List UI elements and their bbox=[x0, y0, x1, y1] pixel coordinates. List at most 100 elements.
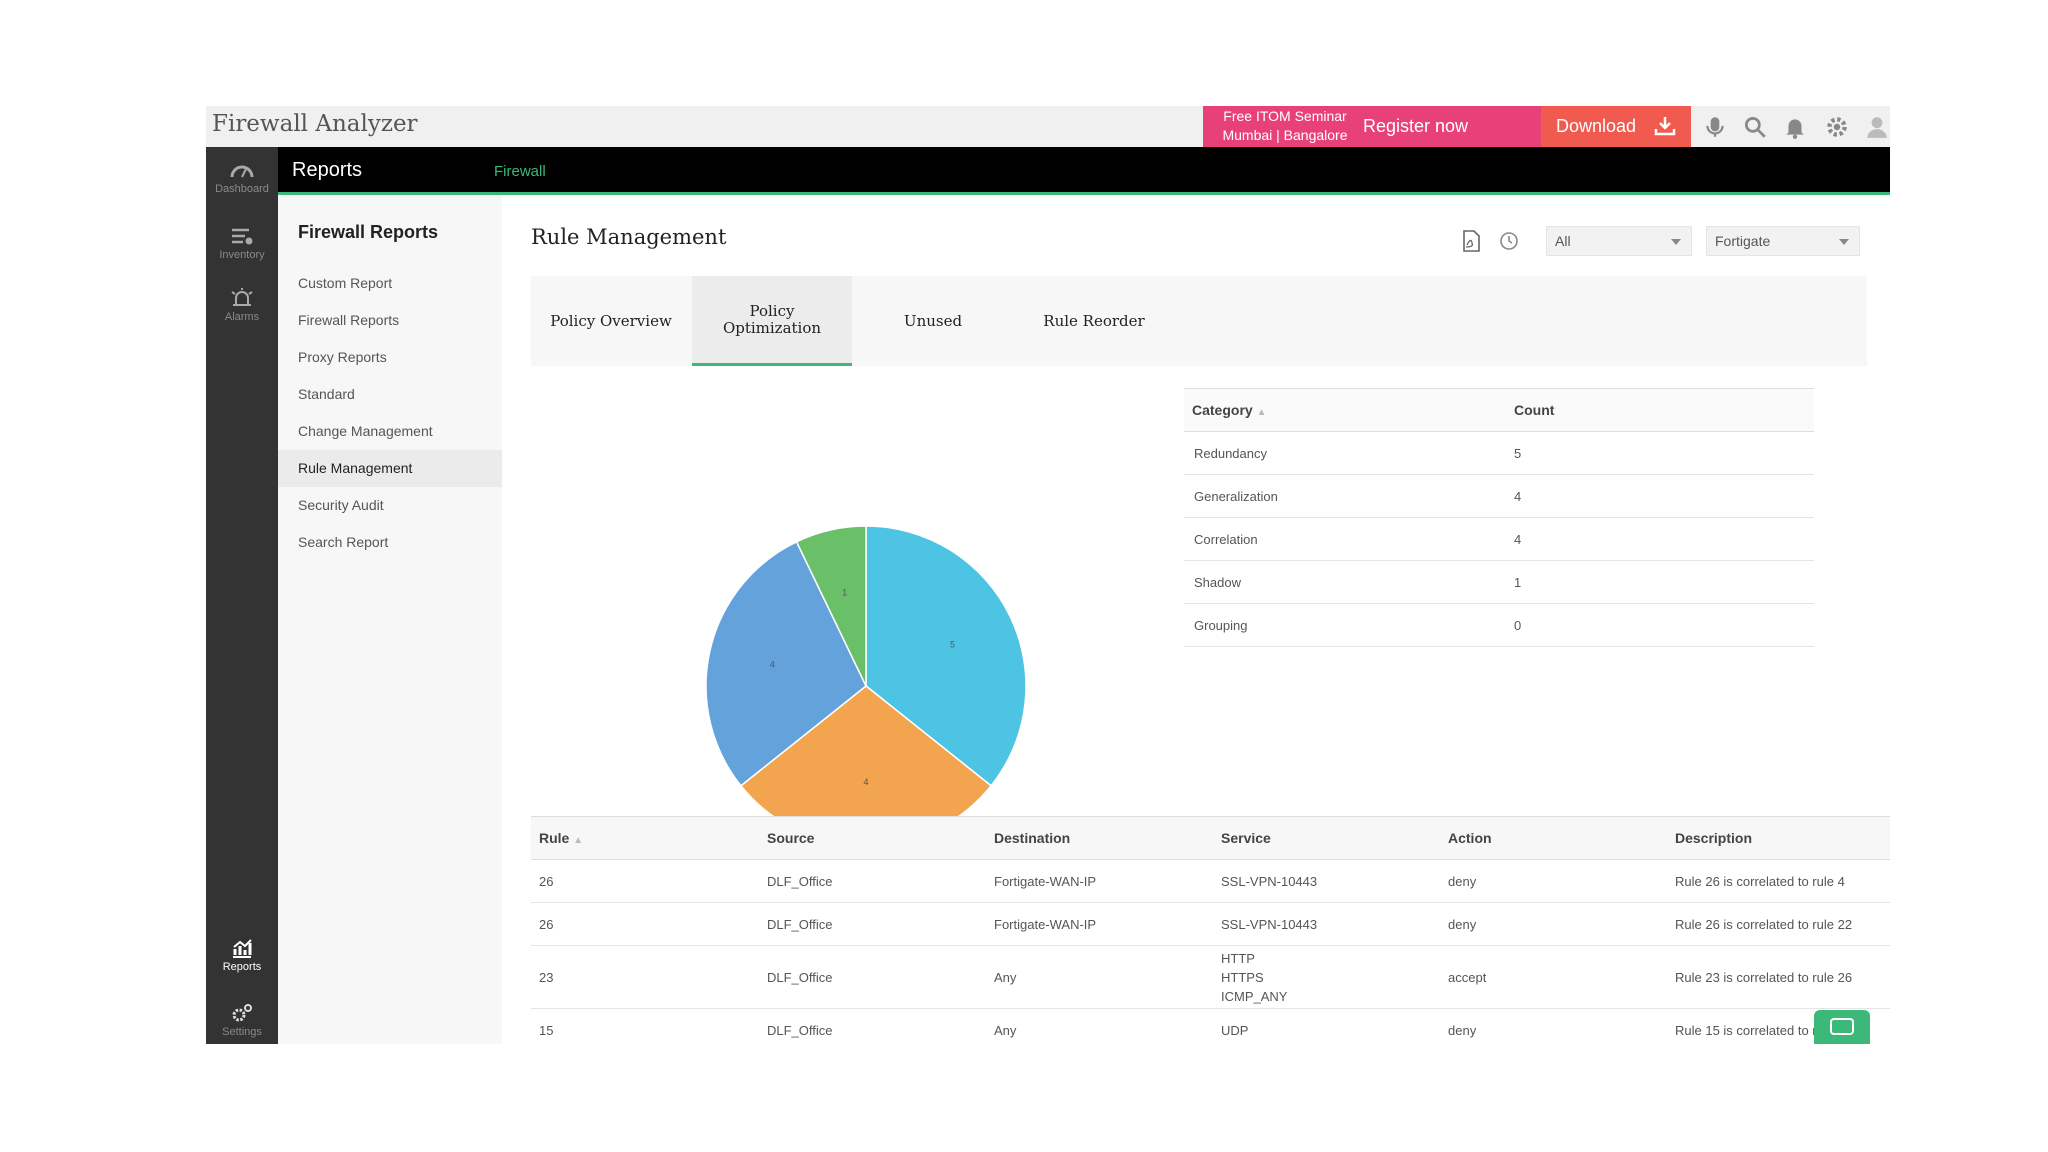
table-row[interactable]: Redundancy 5 bbox=[1184, 431, 1814, 475]
pie-slice-value-label: 4 bbox=[863, 777, 868, 787]
rail-label: Settings bbox=[222, 1026, 262, 1038]
schedule-clock-icon[interactable] bbox=[1498, 230, 1520, 252]
rail-item-inventory[interactable]: Inventory bbox=[206, 225, 278, 261]
table-row[interactable]: 23 DLF_Office Any HTTP HTTPS ICMP_ANY accept Ru… bbox=[531, 945, 1890, 1009]
table-row[interactable]: Generalization 4 bbox=[1184, 474, 1814, 518]
service-value: HTTPS bbox=[1221, 969, 1264, 985]
count-cell: 0 bbox=[1513, 603, 1814, 647]
rail-item-reports[interactable]: Reports bbox=[206, 937, 278, 973]
column-header-description[interactable]: Description bbox=[1667, 816, 1890, 860]
top-bar: Firewall Analyzer Free ITOM Seminar Mumb… bbox=[206, 106, 1890, 147]
promo-text: Free ITOM Seminar Mumbai | Bangalore bbox=[1215, 107, 1355, 145]
destination-cell: Any bbox=[986, 1008, 1213, 1044]
tab-policy-optimization[interactable]: Policy Optimization bbox=[692, 276, 852, 366]
source-cell: DLF_Office bbox=[759, 859, 986, 903]
rule-cell: 15 bbox=[531, 1008, 759, 1044]
search-icon[interactable] bbox=[1742, 114, 1768, 140]
tab-unused[interactable]: Unused bbox=[903, 311, 963, 330]
policy-optimization-pie-chart: 5 4 4 1 bbox=[705, 525, 1027, 847]
service-value: SSL-VPN-10443 bbox=[1221, 916, 1318, 932]
rail-item-dashboard[interactable]: Dashboard bbox=[206, 159, 278, 195]
rule-cell: 23 bbox=[531, 945, 759, 1009]
pie-slice-redundancy[interactable] bbox=[865, 525, 1027, 787]
column-header-source[interactable]: Source bbox=[759, 816, 986, 860]
sidebar-item-change-management[interactable]: Change Management bbox=[298, 423, 433, 439]
count-cell: 4 bbox=[1513, 474, 1814, 518]
count-cell: 5 bbox=[1513, 431, 1814, 475]
tab-rule-reorder[interactable]: Rule Reorder bbox=[1043, 311, 1145, 330]
filter-all-value: All bbox=[1555, 233, 1571, 249]
chat-button[interactable] bbox=[1814, 1010, 1870, 1044]
count-cell: 1 bbox=[1513, 560, 1814, 604]
filter-all-select[interactable]: All bbox=[1546, 226, 1692, 256]
register-now-link[interactable]: Register now bbox=[1363, 116, 1469, 136]
microphone-icon[interactable] bbox=[1702, 114, 1728, 140]
category-table: Category ▲ Count Redundancy 5 Generalizati… bbox=[1184, 388, 1814, 647]
category-cell: Redundancy bbox=[1184, 431, 1513, 475]
sidebar-item-search-report[interactable]: Search Report bbox=[298, 534, 389, 550]
table-header-row: Category ▲ Count bbox=[1184, 388, 1814, 432]
sidebar-item-proxy-reports[interactable]: Proxy Reports bbox=[298, 349, 387, 365]
service-cell: SSL-VPN-10443 bbox=[1213, 902, 1440, 946]
description-cell: Rule 26 is correlated to rule 4 bbox=[1667, 859, 1890, 903]
report-sidebar: Firewall Reports Custom Report Firewall … bbox=[278, 195, 502, 1044]
sidebar-item-firewall-reports[interactable]: Firewall Reports bbox=[298, 312, 400, 328]
table-row[interactable]: Correlation 4 bbox=[1184, 517, 1814, 561]
destination-cell: Fortigate-WAN-IP bbox=[986, 859, 1213, 903]
gear-icon[interactable] bbox=[1824, 114, 1850, 140]
description-cell: Rule 23 is correlated to rule 26 bbox=[1667, 945, 1890, 1009]
pie-slice-shadow[interactable] bbox=[795, 525, 867, 687]
pie-slice-correlation[interactable] bbox=[705, 540, 867, 787]
pdf-export-icon[interactable] bbox=[1460, 230, 1482, 252]
pie-slice-value-label: 1 bbox=[842, 587, 847, 597]
column-header-count[interactable]: Count bbox=[1513, 388, 1814, 432]
service-cell: HTTP HTTPS ICMP_ANY bbox=[1213, 945, 1440, 1009]
table-row[interactable]: 26 DLF_Office Fortigate-WAN-IP SSL-VPN-1044… bbox=[531, 859, 1890, 903]
column-header-rule[interactable]: Rule ▲ bbox=[531, 816, 759, 860]
alarm-icon bbox=[231, 288, 253, 306]
pie-slice-value-label: 4 bbox=[770, 660, 775, 670]
sort-icon: ▲ bbox=[1256, 407, 1267, 418]
rail-item-settings[interactable]: Settings bbox=[206, 1002, 278, 1038]
download-icon bbox=[1654, 117, 1676, 136]
column-header-category[interactable]: Category ▲ bbox=[1184, 388, 1513, 432]
table-row[interactable]: Shadow 1 bbox=[1184, 560, 1814, 604]
rail-label: Reports bbox=[222, 961, 262, 973]
sidebar-item-security-audit[interactable]: Security Audit bbox=[298, 497, 384, 513]
category-cell: Shadow bbox=[1184, 560, 1513, 604]
source-cell: DLF_Office bbox=[759, 1008, 986, 1044]
action-cell: deny bbox=[1440, 1008, 1667, 1044]
sidebar-item-rule-management[interactable]: Rule Management bbox=[278, 450, 502, 487]
sidebar-title: Firewall Reports bbox=[298, 222, 439, 242]
table-row[interactable]: 15 DLF_Office Any UDP deny Rule 15 is correla… bbox=[531, 1008, 1890, 1044]
breadcrumb[interactable]: Firewall bbox=[494, 163, 546, 180]
rail-label: Inventory bbox=[219, 249, 265, 261]
rail-item-alarms[interactable]: Alarms bbox=[206, 287, 278, 323]
left-rail: Dashboard Inventory Alarms Reports Setti… bbox=[206, 147, 278, 1044]
tab-policy-overview[interactable]: Policy Overview bbox=[550, 311, 672, 330]
category-cell: Grouping bbox=[1184, 603, 1513, 647]
chevron-down-icon bbox=[1839, 239, 1849, 245]
sidebar-item-custom-report[interactable]: Custom Report bbox=[298, 275, 393, 291]
destination-cell: Any bbox=[986, 945, 1213, 1009]
table-row[interactable]: Grouping 0 bbox=[1184, 603, 1814, 647]
source-cell: DLF_Office bbox=[759, 945, 986, 1009]
column-header-action[interactable]: Action bbox=[1440, 816, 1667, 860]
user-icon[interactable] bbox=[1864, 114, 1890, 140]
service-cell: SSL-VPN-10443 bbox=[1213, 859, 1440, 903]
promo-banner[interactable]: Free ITOM Seminar Mumbai | Bangalore Reg… bbox=[1203, 106, 1567, 147]
device-select[interactable]: Fortigate bbox=[1706, 226, 1860, 256]
rail-label: Alarms bbox=[224, 311, 260, 323]
table-row[interactable]: 26 DLF_Office Fortigate-WAN-IP SSL-VPN-1044… bbox=[531, 902, 1890, 946]
column-header-destination[interactable]: Destination bbox=[986, 816, 1213, 860]
download-label: Download bbox=[1556, 116, 1637, 136]
download-button[interactable]: Download bbox=[1541, 106, 1691, 147]
table-header-row: Rule ▲ Source Destination Service Action… bbox=[531, 816, 1890, 860]
sidebar-item-standard[interactable]: Standard bbox=[298, 386, 355, 402]
service-cell: UDP bbox=[1213, 1008, 1440, 1044]
rule-cell: 26 bbox=[531, 902, 759, 946]
bell-icon[interactable] bbox=[1782, 114, 1808, 140]
module-title: Reports bbox=[292, 159, 363, 181]
column-header-service[interactable]: Service bbox=[1213, 816, 1440, 860]
action-cell: deny bbox=[1440, 902, 1667, 946]
